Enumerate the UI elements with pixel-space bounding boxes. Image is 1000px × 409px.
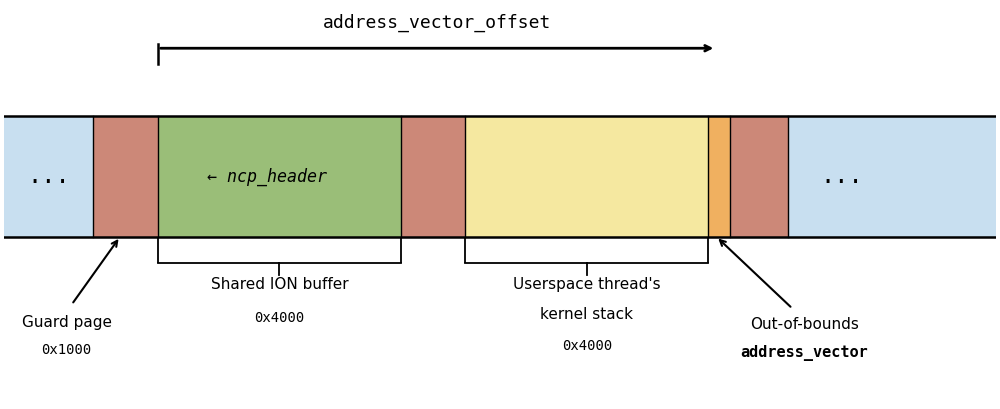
Text: Userspace thread's: Userspace thread's (513, 276, 661, 292)
Bar (730, 116, 788, 236)
Text: Out-of-bounds: Out-of-bounds (750, 317, 859, 332)
Text: Shared ION buffer: Shared ION buffer (211, 276, 348, 292)
Text: ...: ... (27, 164, 70, 189)
Bar (465, 116, 708, 236)
Bar (4, 116, 996, 236)
Text: ...: ... (821, 164, 864, 189)
Text: address_vector: address_vector (741, 345, 868, 361)
Bar (158, 116, 401, 236)
Text: ← ncp_header: ← ncp_header (207, 167, 327, 186)
Text: 0x1000: 0x1000 (42, 343, 92, 357)
Text: 0x4000: 0x4000 (254, 311, 304, 325)
Text: Guard page: Guard page (22, 315, 112, 330)
Bar (93, 116, 158, 236)
Bar (401, 116, 465, 236)
Text: address_vector_offset: address_vector_offset (323, 14, 551, 32)
Bar (708, 116, 730, 236)
Text: 0x4000: 0x4000 (562, 339, 612, 353)
Text: kernel stack: kernel stack (540, 307, 633, 321)
